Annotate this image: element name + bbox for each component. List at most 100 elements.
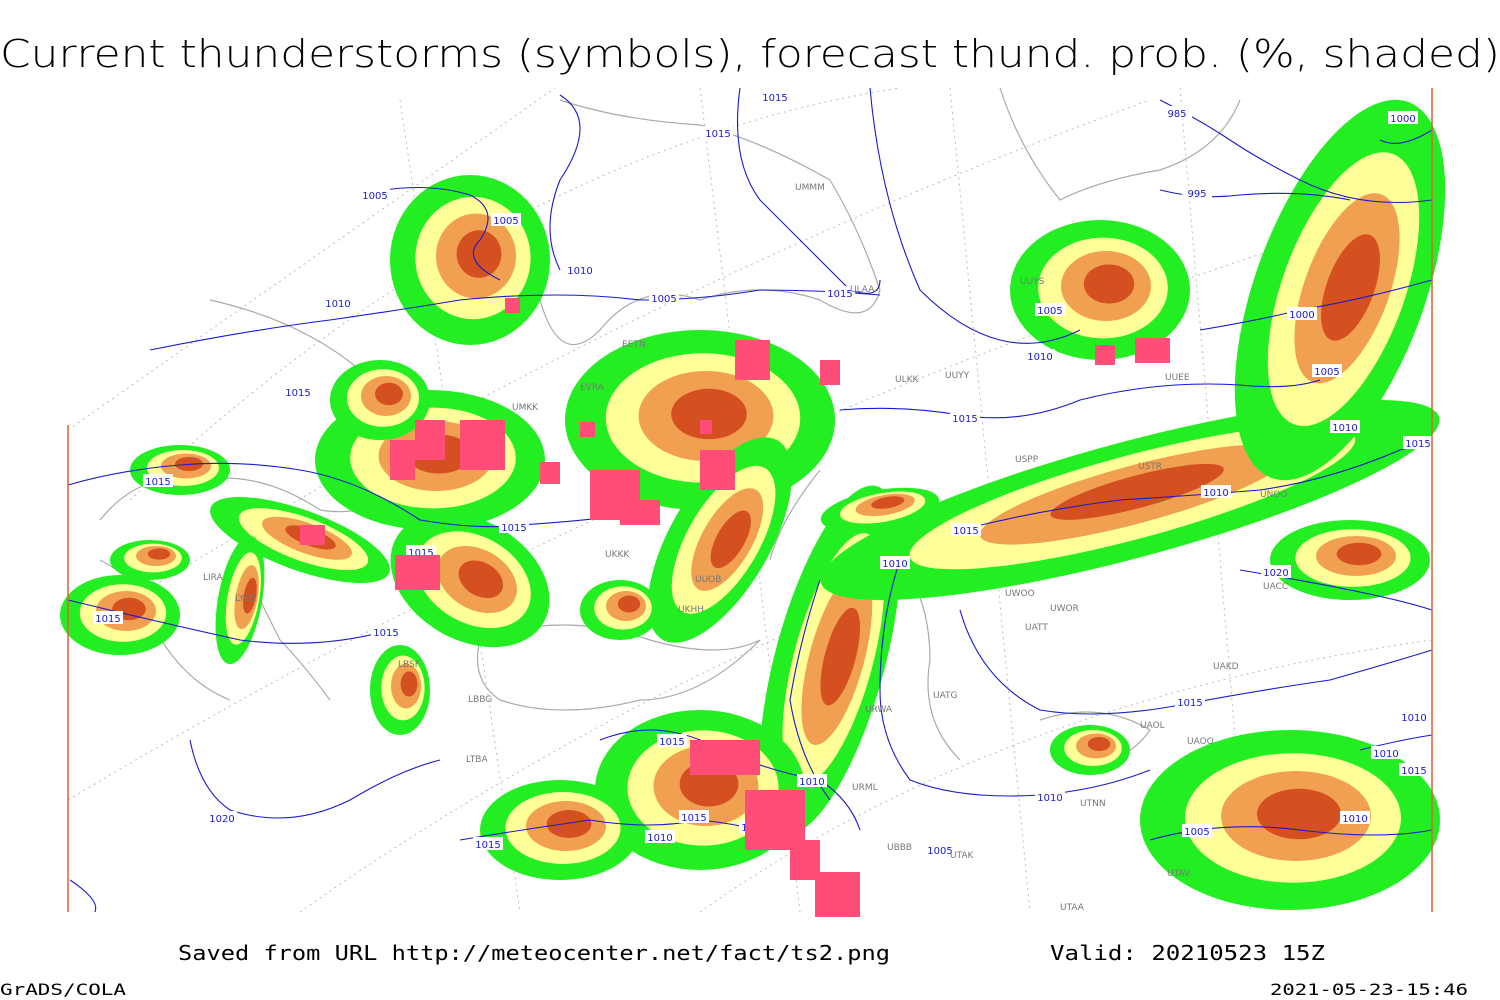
isobar-label: 1015 [762, 93, 787, 104]
station-label: UUYS [1020, 277, 1045, 287]
station-label: UAOO [1187, 737, 1214, 747]
probability-area [617, 595, 641, 613]
probability-area [458, 560, 504, 599]
isobar-label: 1010 [1203, 488, 1228, 499]
isobar-label-box [925, 843, 955, 856]
graticule-line [67, 199, 1433, 801]
isobar [1359, 734, 1433, 751]
isobar [189, 739, 441, 819]
station-label: URML [852, 783, 878, 793]
isobar-label-box [473, 837, 503, 850]
isobar-label: 1015 [953, 526, 978, 537]
isobar-label: 1005 [1184, 827, 1209, 838]
isobar-label: 1010 [799, 777, 824, 788]
station-label: ULAA [850, 285, 875, 295]
station-label: UTAA [1060, 903, 1085, 913]
isobar-label-box [1399, 710, 1429, 723]
isobar-label-box [283, 385, 313, 398]
station-label: UAKD [1213, 662, 1239, 672]
probability-area [710, 510, 751, 569]
isobar-label: 1010 [1342, 814, 1367, 825]
isobar [736, 87, 881, 294]
graticule-line [67, 99, 1151, 641]
isobar-label-box [760, 90, 790, 103]
isobar-label-box [657, 734, 687, 747]
station-label: UNOO [1260, 490, 1288, 500]
isobar-label: 1015 [705, 129, 730, 140]
probability-area [671, 388, 747, 440]
probability-area [1321, 234, 1380, 341]
thunderstorm-symbol [735, 340, 770, 380]
station-label: LYBE [235, 594, 256, 604]
isobar-label-box [825, 286, 855, 299]
thunderstorm-symbol [815, 872, 860, 917]
isobar-label: 1020 [1263, 568, 1288, 579]
isobar-label: 1000 [1289, 310, 1314, 321]
isobar-label-box [1201, 485, 1231, 498]
thunderstorm-symbol [1095, 345, 1115, 365]
isobar-label: 1015 [95, 614, 120, 625]
thunderstorm-symbol [415, 420, 445, 460]
isobar [1159, 99, 1433, 204]
isobar [359, 187, 501, 281]
station-label: UTNN [1080, 799, 1106, 809]
isobar [879, 559, 1151, 797]
probability-area [871, 496, 905, 509]
isobar-label: 1015 [475, 840, 500, 851]
isobar-label-box [1399, 763, 1429, 776]
isobar-label: 1005 [1037, 306, 1062, 317]
station-label: UBBB [887, 843, 912, 853]
isobar-label: 1010 [567, 266, 592, 277]
isobar-label: 1010 [882, 559, 907, 570]
isobar-label-box [1388, 111, 1418, 124]
isobar-label: 1015 [1177, 698, 1202, 709]
isobar-label-box [797, 774, 827, 787]
isobar-label-box [360, 188, 390, 201]
isobar-label-box [1261, 565, 1291, 578]
probability-area [820, 607, 861, 706]
isobar [1379, 129, 1433, 144]
isobar-label: 1015 [501, 523, 526, 534]
isobar-label-box [950, 411, 980, 424]
timestamp: 2021-05-23-15:46 [1270, 980, 1468, 999]
isobar-label: 1010 [647, 833, 672, 844]
probability-area [147, 548, 171, 560]
isobar-label-box [143, 474, 173, 487]
station-label: UAOL [1140, 721, 1165, 731]
station-label: LIRA [203, 573, 224, 583]
isobar-label-box [323, 296, 353, 309]
thunderstorm-symbol [300, 525, 325, 545]
isobar-label: 1015 [145, 477, 170, 488]
thunderstorm-symbol [460, 420, 505, 470]
station-label: UATT [1025, 623, 1048, 633]
isobar-label: 1015 [952, 414, 977, 425]
isobar-label-box [1035, 790, 1065, 803]
graticule-line [399, 99, 521, 913]
thunderstorm-symbol [390, 440, 415, 480]
isobar-label: 1000 [1390, 114, 1415, 125]
station-label: EVRA [580, 383, 605, 393]
isobar [69, 879, 97, 913]
thunderstorm-symbol [540, 462, 560, 484]
isobar-label-box [207, 811, 237, 824]
isobar-label-box [951, 523, 981, 536]
thunderstorm-symbol [395, 555, 440, 590]
isobar-label-box [1025, 349, 1055, 362]
station-label: USPP [1015, 455, 1039, 465]
station-label: UKKK [605, 550, 630, 560]
isobar-label: 1015 [1405, 439, 1430, 450]
isobar-label: 1010 [1401, 713, 1426, 724]
thunderstorm-symbols [300, 298, 1170, 917]
source-url: Saved from URL http://meteocenter.net/fa… [178, 941, 890, 965]
probability-area [1087, 737, 1111, 751]
isobar-label: 1005 [493, 216, 518, 227]
isobar-label-box [679, 810, 709, 823]
isobar [959, 444, 1433, 531]
isobar-label: 1015 [285, 388, 310, 399]
station-label: EETN [622, 340, 646, 350]
thunderstorm-symbol [700, 450, 735, 490]
isobar [839, 379, 1321, 419]
thunderstorm-symbol [690, 740, 760, 775]
isobar-label-box [565, 263, 595, 276]
